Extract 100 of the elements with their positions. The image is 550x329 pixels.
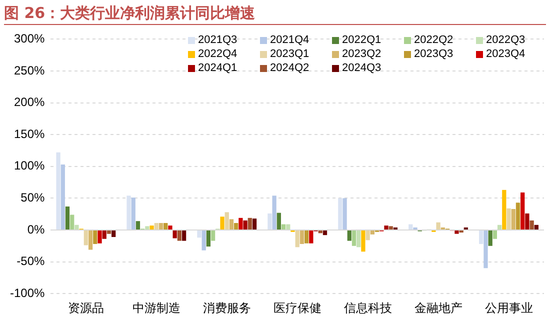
bar <box>309 230 314 244</box>
legend-label: 2024Q2 <box>270 62 310 74</box>
bar <box>197 230 202 238</box>
legend-label: 2022Q1 <box>342 34 382 46</box>
y-tick-label: 300% <box>14 32 46 46</box>
bar <box>74 224 79 230</box>
bar <box>530 220 534 230</box>
bar <box>338 198 342 230</box>
bar <box>206 230 211 247</box>
bar <box>112 230 116 237</box>
bar <box>93 230 98 244</box>
bar <box>488 230 492 246</box>
bar <box>300 230 304 244</box>
bar <box>158 223 164 230</box>
bar <box>304 230 309 244</box>
bar <box>154 223 158 230</box>
legend-label: 2021Q4 <box>270 34 310 46</box>
bar <box>182 230 186 241</box>
bar <box>164 223 168 230</box>
y-tick-label: 200% <box>14 95 46 110</box>
bar <box>172 230 177 238</box>
bar <box>502 190 506 230</box>
bar <box>202 230 206 250</box>
bar <box>511 209 516 230</box>
bar <box>492 230 498 239</box>
bar <box>268 213 272 230</box>
bar <box>479 230 484 244</box>
x-tick-label: 医疗保健 <box>273 300 322 315</box>
legend-label: 2022Q3 <box>486 34 526 46</box>
bar <box>286 224 290 230</box>
bar <box>56 152 60 230</box>
bar <box>525 213 530 230</box>
bar <box>252 218 257 230</box>
bar <box>220 216 224 230</box>
bar <box>102 230 106 239</box>
bar <box>356 230 361 248</box>
bar <box>388 226 393 230</box>
bar <box>131 198 136 230</box>
legend-label: 2023Q2 <box>342 48 382 60</box>
y-tick-label: 250% <box>14 63 46 78</box>
bar <box>454 230 459 234</box>
bar <box>224 212 229 230</box>
x-tick-label: 金融地产 <box>414 300 462 315</box>
bar <box>248 218 252 230</box>
x-tick-label: 消费服务 <box>202 300 251 315</box>
bar <box>272 196 276 230</box>
legend-label: 2022Q4 <box>198 48 238 60</box>
bar <box>436 222 440 230</box>
y-tick-label: 0% <box>27 222 46 236</box>
legend-label: 2024Q1 <box>198 62 238 74</box>
x-tick-label: 信息科技 <box>344 300 392 315</box>
bar <box>281 224 286 230</box>
bar <box>65 206 70 230</box>
bar <box>70 214 74 230</box>
x-tick-label: 公用事业 <box>484 300 533 315</box>
bar <box>295 230 300 248</box>
bar <box>210 230 216 241</box>
bar <box>177 230 182 241</box>
bar <box>520 192 525 230</box>
bar <box>276 212 281 230</box>
bar <box>534 224 538 230</box>
bar <box>484 230 488 268</box>
legend-label: 2024Q3 <box>342 62 382 74</box>
bar <box>168 226 172 230</box>
legend-label: 2022Q2 <box>414 34 454 46</box>
bar <box>342 198 347 230</box>
y-tick-label: 100% <box>14 158 46 173</box>
bar <box>506 208 511 230</box>
legend-label: 2021Q3 <box>198 34 238 46</box>
bar <box>347 230 352 241</box>
bar <box>318 230 322 234</box>
bar <box>366 230 370 240</box>
legend-label: 2023Q4 <box>486 48 526 60</box>
bar <box>243 220 248 230</box>
bar <box>229 219 234 230</box>
y-tick-label: -100% <box>10 286 46 300</box>
bar <box>88 230 93 250</box>
chart-title: 图 26：大类行业净利润累计同比增速 <box>4 2 546 25</box>
y-tick-label: 150% <box>14 126 46 141</box>
y-tick-label: -50% <box>16 254 46 268</box>
bar <box>234 223 238 230</box>
bar <box>384 226 388 230</box>
bar <box>238 218 243 230</box>
bar <box>98 230 102 244</box>
bar <box>352 230 356 246</box>
bar <box>145 226 150 230</box>
bar <box>126 196 131 230</box>
x-tick-label: 中游制造 <box>132 300 180 315</box>
bar <box>322 230 328 236</box>
bar <box>370 230 374 234</box>
bar <box>408 224 413 230</box>
x-tick-label: 资源品 <box>68 300 104 315</box>
y-tick-label: 50% <box>20 190 46 205</box>
legend-label: 2023Q1 <box>270 48 310 60</box>
bar <box>516 202 520 230</box>
bar <box>60 164 65 230</box>
bar <box>361 230 366 252</box>
bar <box>136 221 140 230</box>
bar <box>497 224 502 230</box>
legend-label: 2023Q3 <box>414 48 454 60</box>
